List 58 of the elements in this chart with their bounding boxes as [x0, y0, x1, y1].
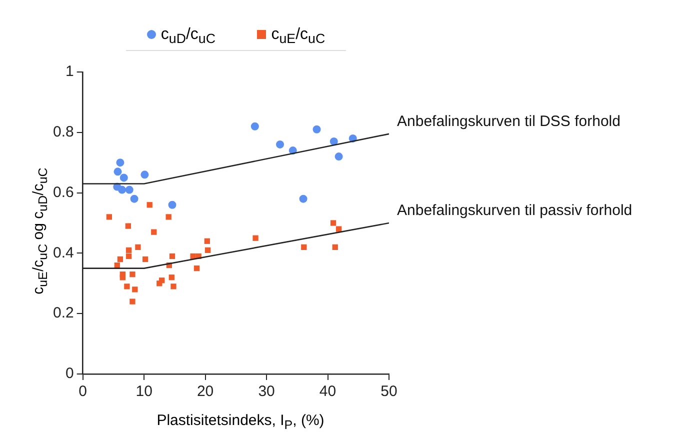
point	[301, 244, 307, 250]
y-tick-label: 0.6	[52, 184, 74, 201]
point	[334, 152, 343, 161]
point	[126, 247, 132, 254]
point	[114, 168, 122, 176]
point	[299, 194, 308, 203]
point	[204, 238, 210, 244]
point	[117, 256, 124, 262]
point	[146, 202, 152, 208]
point	[116, 158, 124, 167]
point	[194, 265, 200, 272]
point	[312, 125, 321, 134]
legend-label: c$_{uD}$/c$_{uC}$	[160, 26, 216, 46]
point	[276, 140, 284, 148]
point	[106, 214, 112, 220]
x-tick-label: 10	[136, 383, 152, 400]
point	[120, 174, 128, 182]
point	[330, 137, 338, 146]
point	[168, 274, 174, 280]
series-label: Anbefalingskurven til DSS forhold	[397, 113, 620, 130]
x-tick-label: 0	[78, 383, 88, 400]
point	[125, 223, 131, 229]
point	[336, 226, 342, 232]
point	[130, 272, 136, 278]
point	[166, 214, 172, 220]
point	[126, 253, 132, 260]
point	[151, 229, 157, 235]
x-tick-label: 30	[258, 383, 275, 400]
point	[170, 284, 176, 290]
point	[120, 274, 126, 280]
x-axis-title: Plastisitetsindeks, I$_{P}$, (%)	[156, 412, 326, 432]
x-tick-label: 50	[380, 383, 398, 400]
point	[140, 170, 149, 179]
series-label: Anbefalingskurven til passiv forhold	[397, 202, 632, 220]
point	[250, 122, 259, 130]
y-tick-label: 1	[66, 63, 74, 80]
point	[330, 220, 336, 226]
point	[168, 200, 176, 209]
point	[204, 247, 211, 254]
point	[125, 186, 134, 194]
x-tick-label: 40	[319, 383, 336, 400]
point	[142, 256, 148, 262]
y-tick-label: 0.8	[52, 124, 74, 141]
point	[156, 280, 162, 286]
point	[124, 284, 130, 290]
point	[332, 244, 338, 250]
point	[118, 186, 126, 194]
point	[135, 244, 141, 250]
y-tick-label: 0	[66, 365, 74, 382]
x-tick-label: 20	[196, 383, 214, 400]
point	[169, 253, 176, 260]
point	[252, 235, 258, 241]
legend-label: c$_{uE}$/c$_{uC}$	[271, 26, 326, 46]
y-tick-label: 0.2	[52, 304, 74, 322]
point	[130, 298, 136, 304]
point	[130, 194, 138, 203]
y-tick-label: 0.4	[52, 244, 74, 262]
point	[132, 286, 138, 292]
